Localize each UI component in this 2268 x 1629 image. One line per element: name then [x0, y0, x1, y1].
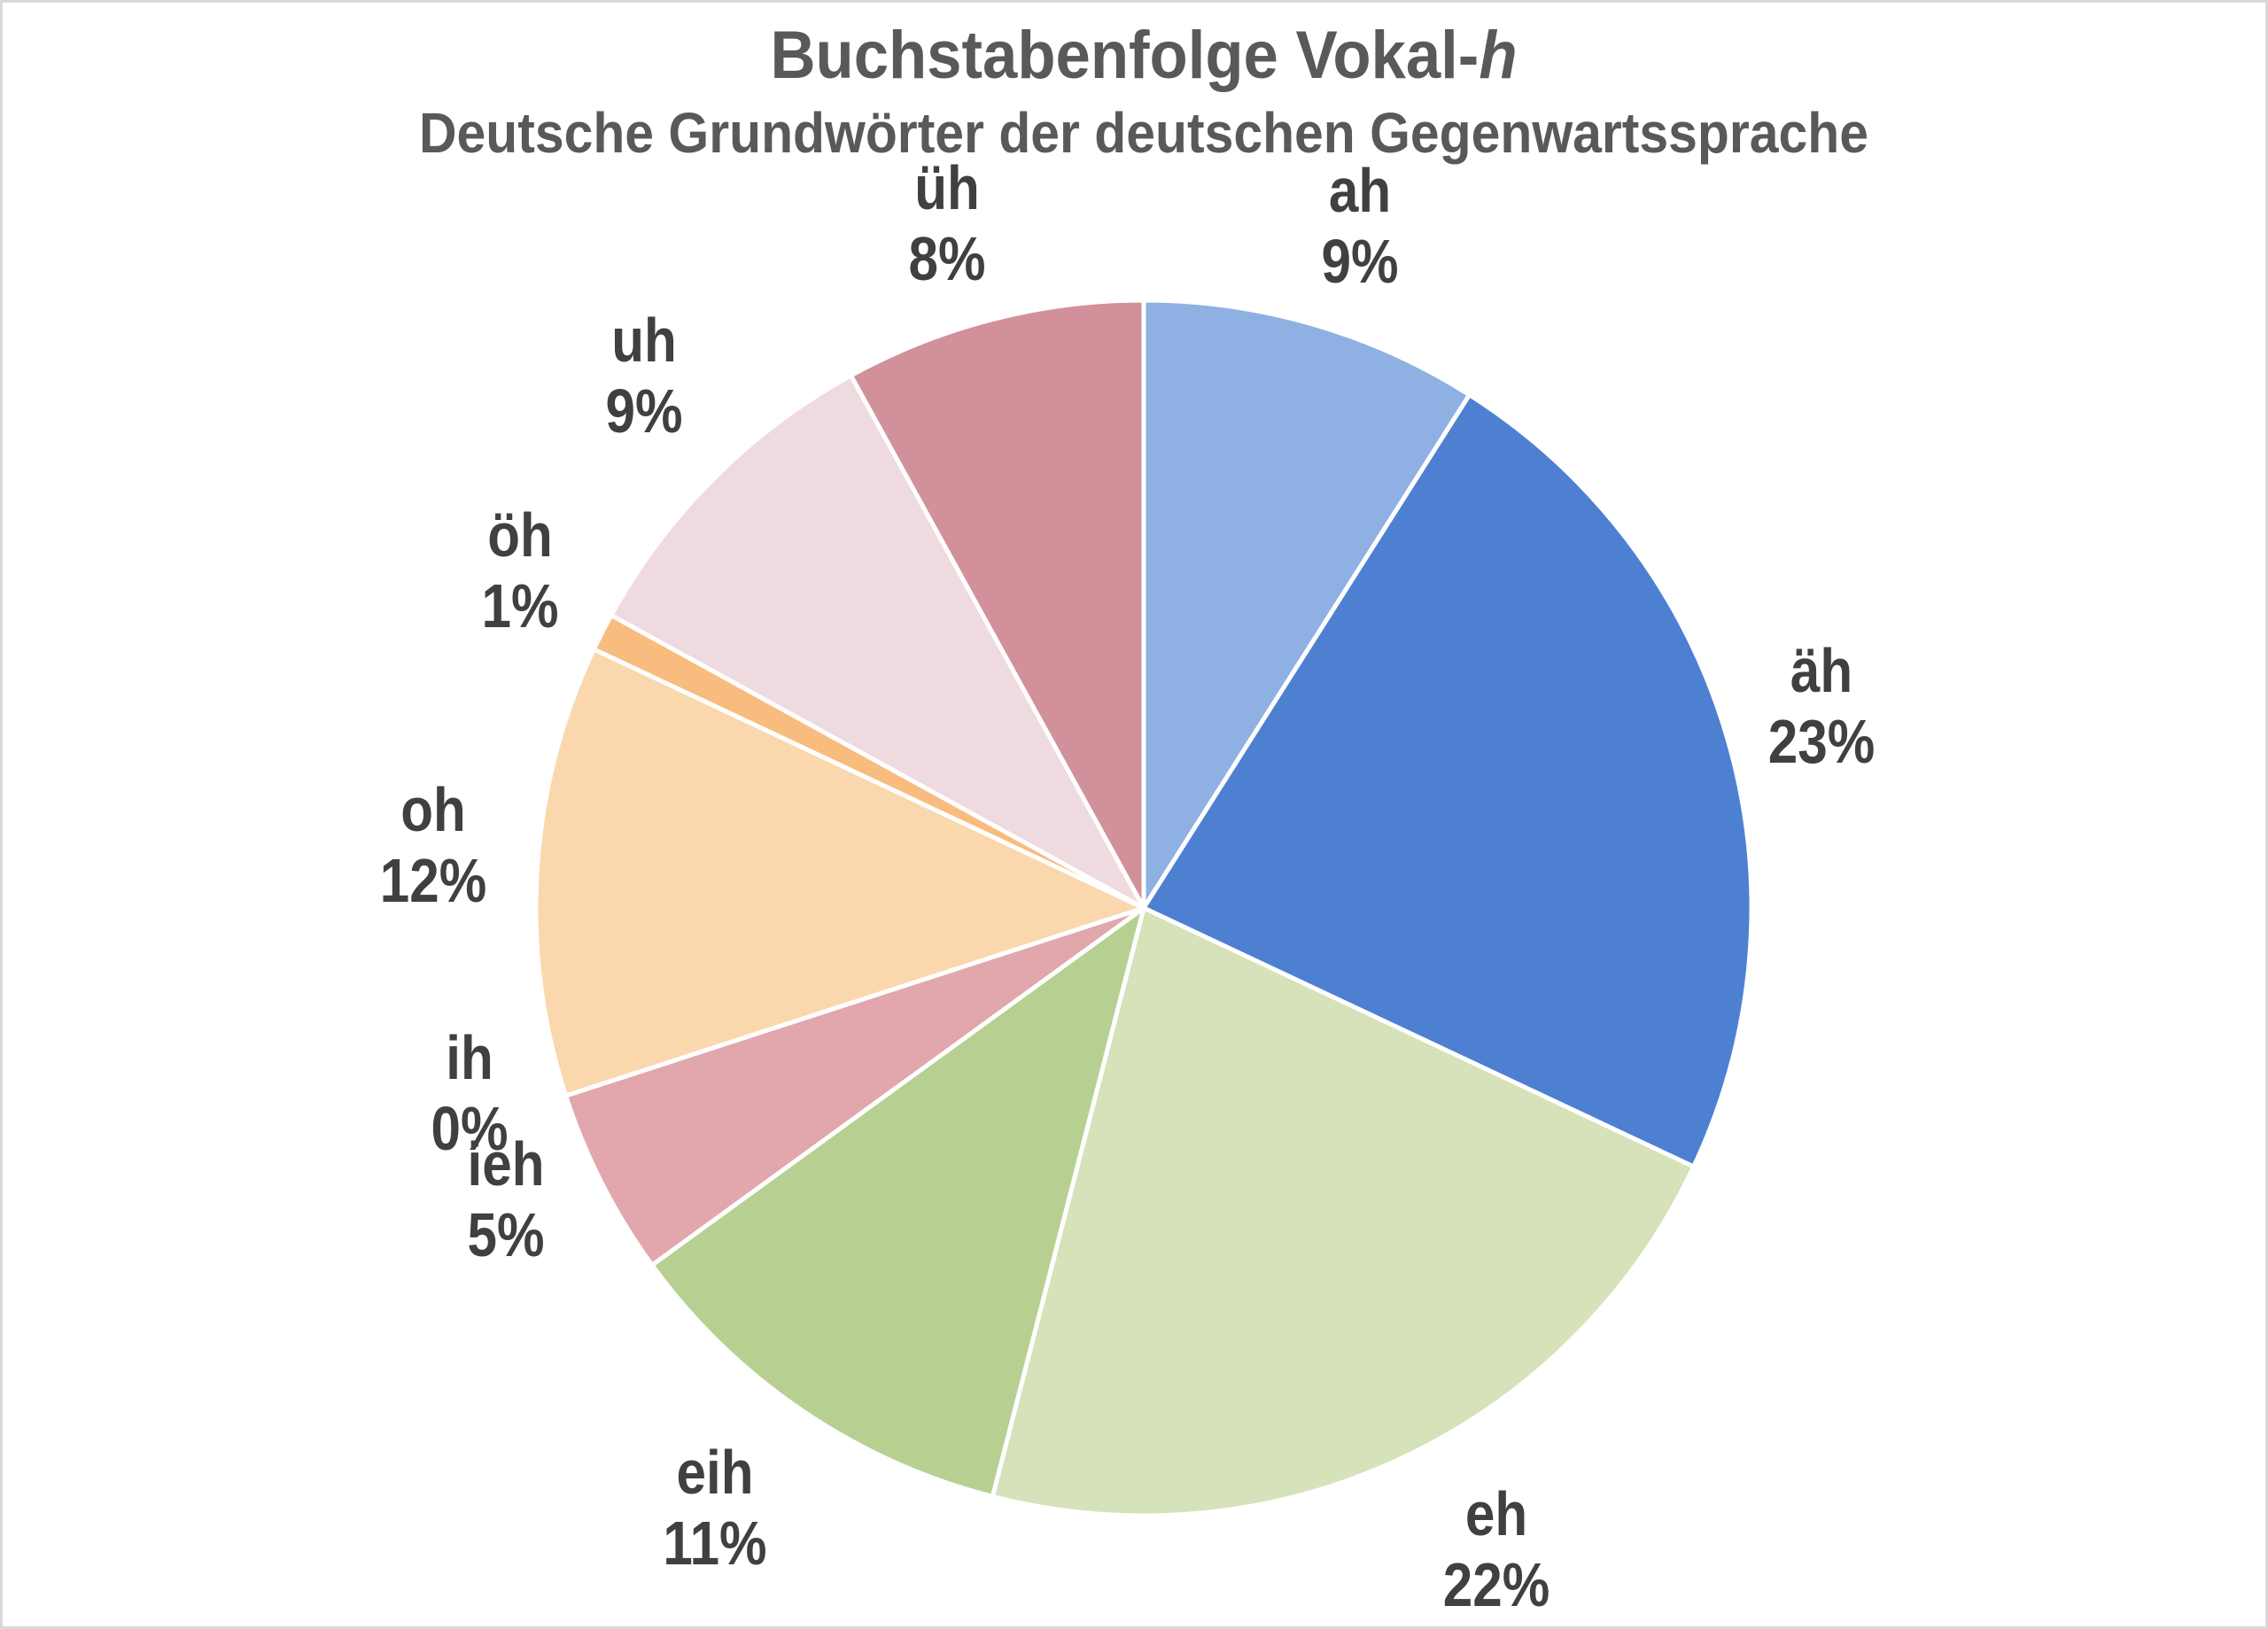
pie-slice-üh: [849, 298, 1146, 911]
slice-label-oh: oh 12%: [380, 775, 486, 917]
slice-label-name: oh: [400, 775, 466, 845]
slice-label-name: ih: [446, 1023, 493, 1093]
chart-title-emphasis: h: [1479, 18, 1518, 93]
chart-title: Buchstabenfolge Vokal-h: [770, 19, 1517, 93]
slice-label-percent: 9%: [605, 376, 683, 446]
slice-label-name: ah: [1328, 156, 1392, 226]
chart-subtitle: Deutsche Grundwörter der deutschen Gegen…: [419, 101, 1868, 165]
pie-slice-ah: [1141, 298, 1472, 911]
slice-label-name: äh: [1790, 636, 1853, 706]
pie-slice-ieh: [563, 905, 1146, 1268]
pie-slice-eih: [649, 905, 1146, 1499]
slice-label-name: uh: [611, 306, 677, 376]
slice-label-äh: äh 23%: [1768, 636, 1875, 778]
slice-label-name: üh: [914, 153, 980, 223]
slice-label-uh: uh 9%: [605, 306, 682, 447]
slice-label-name: eih: [676, 1438, 754, 1508]
pie-slice-uh: [609, 373, 1146, 911]
slice-label-üh: üh 8%: [908, 153, 985, 295]
slice-label-name: eh: [1464, 1479, 1528, 1549]
slice-label-ah: ah 9%: [1321, 156, 1398, 298]
slice-label-name: ieh: [467, 1129, 545, 1199]
slice-label-eih: eih 11%: [663, 1438, 766, 1579]
slice-label-percent: 22%: [1442, 1550, 1550, 1619]
pie-chart: [533, 298, 1754, 1518]
slice-label-percent: 23%: [1767, 707, 1876, 776]
pie-slice-oh: [533, 647, 1146, 1098]
slice-label-percent: 0%: [431, 1094, 509, 1163]
slice-label-ieh: ieh 5%: [467, 1129, 544, 1271]
chart-title-text: Buchstabenfolge Vokal-: [770, 18, 1480, 93]
slice-label-eh: eh 22%: [1443, 1479, 1550, 1621]
slice-label-name: öh: [487, 500, 553, 570]
slice-label-ih: ih 0%: [431, 1023, 508, 1165]
slice-label-percent: 11%: [663, 1509, 767, 1578]
slice-label-percent: 12%: [379, 846, 487, 915]
slice-label-percent: 1%: [481, 571, 559, 640]
slice-label-öh: öh 1%: [481, 500, 558, 642]
slice-label-percent: 8%: [908, 224, 986, 293]
slice-label-percent: 9%: [1321, 227, 1399, 296]
pie-slice-eh: [990, 905, 1697, 1518]
pie-slice-äh: [1141, 392, 1754, 1169]
slice-label-percent: 5%: [467, 1200, 545, 1269]
